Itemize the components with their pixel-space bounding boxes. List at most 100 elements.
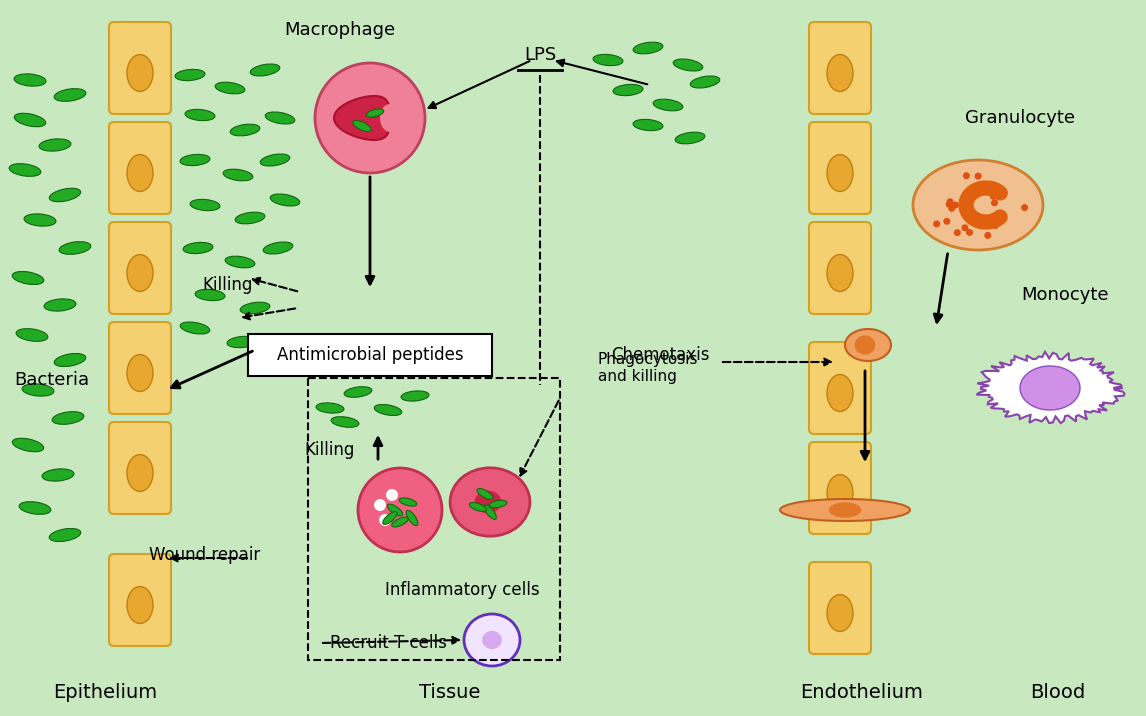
Ellipse shape — [241, 302, 269, 314]
Ellipse shape — [190, 199, 220, 211]
Ellipse shape — [673, 59, 702, 71]
Text: Tissue: Tissue — [419, 682, 480, 702]
FancyBboxPatch shape — [109, 422, 171, 514]
Circle shape — [952, 201, 959, 208]
Ellipse shape — [399, 498, 417, 506]
FancyBboxPatch shape — [248, 334, 492, 376]
Ellipse shape — [185, 110, 215, 120]
Ellipse shape — [19, 502, 50, 514]
Ellipse shape — [829, 503, 862, 518]
Text: Monocyte: Monocyte — [1021, 286, 1108, 304]
Ellipse shape — [127, 54, 154, 92]
Ellipse shape — [633, 42, 662, 54]
Circle shape — [971, 216, 978, 223]
Ellipse shape — [827, 594, 853, 632]
Circle shape — [984, 232, 991, 239]
Ellipse shape — [13, 438, 44, 452]
Ellipse shape — [223, 169, 253, 181]
Circle shape — [953, 229, 960, 236]
Ellipse shape — [260, 154, 290, 166]
Circle shape — [976, 218, 983, 226]
Ellipse shape — [367, 109, 384, 117]
Ellipse shape — [250, 64, 280, 76]
Ellipse shape — [633, 120, 662, 130]
Ellipse shape — [44, 299, 76, 311]
Circle shape — [933, 221, 940, 228]
Ellipse shape — [780, 499, 910, 521]
Ellipse shape — [392, 517, 408, 527]
Ellipse shape — [353, 120, 371, 132]
Ellipse shape — [827, 54, 853, 92]
Ellipse shape — [14, 113, 46, 127]
Bar — [308, 378, 560, 660]
Ellipse shape — [827, 155, 853, 191]
Ellipse shape — [60, 242, 91, 254]
Ellipse shape — [9, 164, 41, 176]
Circle shape — [974, 173, 982, 180]
Text: Inflammatory cells: Inflammatory cells — [385, 581, 540, 599]
Text: Killing: Killing — [305, 441, 355, 459]
Ellipse shape — [477, 488, 493, 500]
Circle shape — [386, 489, 398, 501]
Ellipse shape — [406, 511, 418, 526]
Ellipse shape — [54, 354, 86, 367]
Circle shape — [982, 186, 989, 193]
Ellipse shape — [235, 212, 265, 224]
FancyBboxPatch shape — [109, 554, 171, 646]
Ellipse shape — [49, 528, 80, 541]
Ellipse shape — [230, 124, 260, 136]
Ellipse shape — [344, 387, 372, 397]
Ellipse shape — [127, 255, 154, 291]
Circle shape — [948, 205, 956, 212]
Circle shape — [991, 199, 998, 206]
Text: Granulocyte: Granulocyte — [965, 109, 1075, 127]
Circle shape — [968, 216, 975, 223]
Text: Killing: Killing — [203, 276, 253, 294]
Ellipse shape — [484, 505, 496, 519]
Polygon shape — [976, 352, 1124, 423]
Circle shape — [1021, 204, 1028, 211]
FancyBboxPatch shape — [109, 222, 171, 314]
Ellipse shape — [52, 412, 84, 425]
Ellipse shape — [380, 104, 400, 132]
Ellipse shape — [225, 256, 254, 268]
Ellipse shape — [16, 329, 48, 342]
Ellipse shape — [470, 503, 487, 511]
Ellipse shape — [474, 490, 501, 513]
Ellipse shape — [24, 214, 56, 226]
Ellipse shape — [375, 405, 402, 415]
Ellipse shape — [127, 586, 154, 624]
Ellipse shape — [54, 89, 86, 102]
Ellipse shape — [180, 322, 210, 334]
FancyBboxPatch shape — [809, 122, 871, 214]
Circle shape — [947, 198, 953, 205]
Ellipse shape — [265, 112, 295, 124]
Ellipse shape — [450, 468, 529, 536]
Ellipse shape — [913, 160, 1043, 250]
Text: LPS: LPS — [524, 46, 556, 64]
Ellipse shape — [827, 475, 853, 511]
Ellipse shape — [855, 335, 876, 354]
FancyBboxPatch shape — [809, 342, 871, 434]
Ellipse shape — [183, 243, 213, 253]
Ellipse shape — [227, 337, 257, 348]
Ellipse shape — [827, 255, 853, 291]
Text: Chemotaxis: Chemotaxis — [611, 346, 709, 364]
Ellipse shape — [315, 63, 425, 173]
Ellipse shape — [180, 155, 210, 165]
Ellipse shape — [464, 614, 520, 666]
Ellipse shape — [675, 132, 705, 144]
Ellipse shape — [49, 188, 80, 202]
Ellipse shape — [175, 69, 205, 81]
Ellipse shape — [127, 155, 154, 191]
Ellipse shape — [387, 504, 402, 516]
Ellipse shape — [827, 374, 853, 412]
Circle shape — [970, 192, 976, 198]
Circle shape — [379, 514, 391, 526]
FancyBboxPatch shape — [109, 22, 171, 114]
Ellipse shape — [592, 54, 623, 66]
Ellipse shape — [482, 631, 502, 649]
Ellipse shape — [195, 289, 225, 301]
Circle shape — [961, 200, 970, 207]
Ellipse shape — [845, 329, 890, 361]
